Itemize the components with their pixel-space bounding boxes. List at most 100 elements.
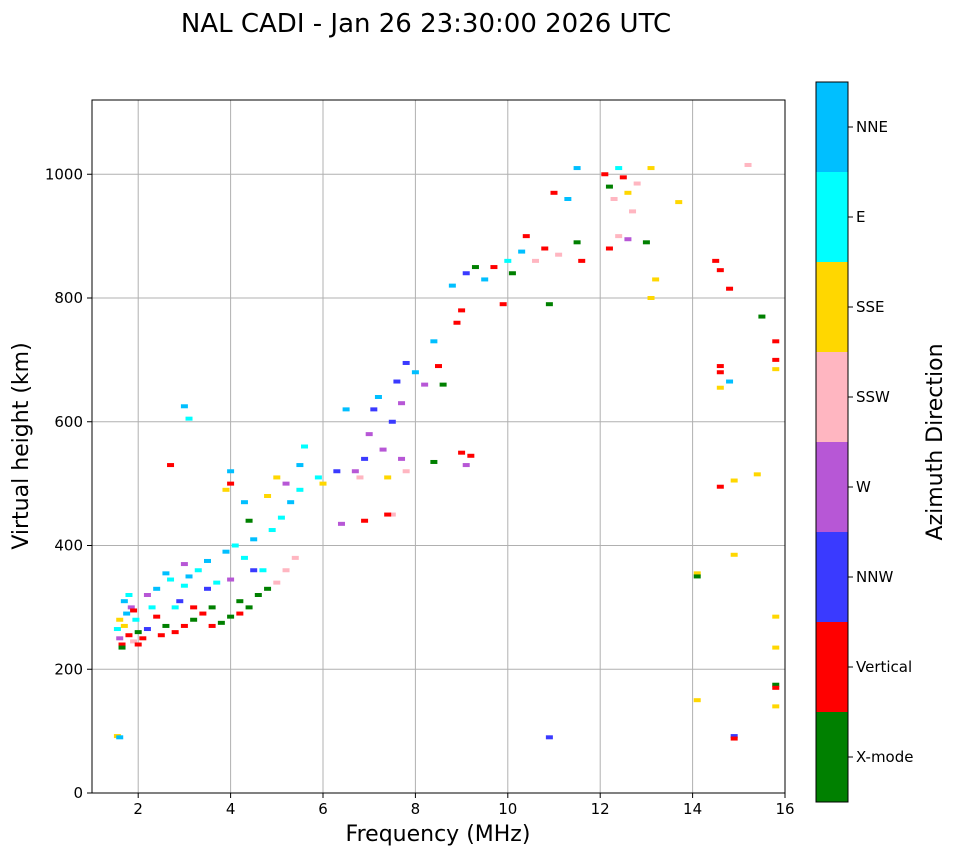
x-axis-ticks: 2 4 6 8 10 12 14 16 [133,793,795,818]
data-point [180,562,188,567]
plot-frame [91,99,786,794]
data-point [647,166,655,171]
data-point [716,268,724,273]
data-point [356,475,364,480]
data-point [730,736,738,741]
data-point [615,234,623,239]
y-tick-label: 400 [54,537,83,555]
data-point [439,382,447,387]
data-point [333,469,341,474]
data-point [277,515,285,520]
data-point [619,175,627,180]
data-point [227,614,235,619]
data-point [411,370,419,375]
data-point [125,593,133,597]
data-point [772,367,780,372]
data-point [772,614,780,619]
data-point [430,459,438,464]
data-point [199,611,207,616]
data-point [365,432,373,437]
data-point [245,605,253,610]
data-point [693,571,701,576]
data-point [481,277,489,282]
data-point [605,184,613,189]
colorbar-segment [816,262,848,352]
data-point [157,633,165,638]
data-point [227,469,235,474]
data-point [624,237,632,242]
data-point [342,407,350,412]
data-point [132,617,140,622]
data-point [282,481,290,486]
data-point [601,172,609,177]
data-point [730,552,738,557]
data-point [693,574,701,579]
data-point [273,580,281,585]
x-tick-label: 6 [318,800,328,818]
data-point [772,682,780,687]
data-point [490,265,498,270]
data-point [153,586,161,591]
data-point [351,469,359,474]
data-point [171,605,179,610]
data-point [227,481,235,486]
colorbar-segment [816,622,848,712]
data-point [259,568,267,573]
data-point [753,472,761,477]
data-point [213,580,221,585]
data-point [693,698,701,703]
data-point [185,574,193,579]
data-point [541,246,549,251]
data-point [118,645,126,650]
y-tick-label: 1000 [45,165,83,183]
data-point [744,162,752,167]
colorbar-label: SSW [856,388,890,406]
data-point [384,512,392,517]
data-point [301,444,309,449]
colorbar-label: NNW [856,568,893,586]
data-point [120,623,128,628]
data-point [550,190,558,195]
y-tick-label: 0 [73,784,83,802]
data-point [190,605,198,610]
data-point [370,407,378,412]
data-point [240,500,248,505]
data-point [716,370,724,375]
data-point [458,450,466,455]
data-point [116,735,124,740]
data-point [314,475,322,480]
y-axis-ticks: 0 200 400 600 800 1000 [45,165,92,802]
data-point [772,339,780,344]
data-point [393,379,401,384]
data-point [730,734,738,739]
colorbar-label: NNE [856,118,888,136]
data-point [545,735,553,740]
data-point [127,605,135,610]
y-tick-label: 200 [54,660,83,678]
data-point [176,599,184,604]
data-point [130,608,138,613]
data-point [222,487,230,492]
data-point [471,265,479,270]
data-point [319,481,327,486]
data-point [605,246,613,251]
data-point [190,617,198,622]
data-point [448,283,456,288]
data-point [716,484,724,489]
data-point [167,463,175,468]
data-point [402,360,410,365]
data-point [772,704,780,709]
data-point [208,605,216,610]
data-point [610,197,618,201]
data-point [772,357,780,362]
data-point [522,234,530,239]
data-point [504,258,512,263]
data-point [264,494,272,498]
data-point [250,537,258,542]
data-point [508,271,516,276]
data-point [758,314,766,319]
data-point [435,364,442,369]
data-point [171,630,179,635]
data-point [116,636,124,641]
data-point [647,296,655,300]
